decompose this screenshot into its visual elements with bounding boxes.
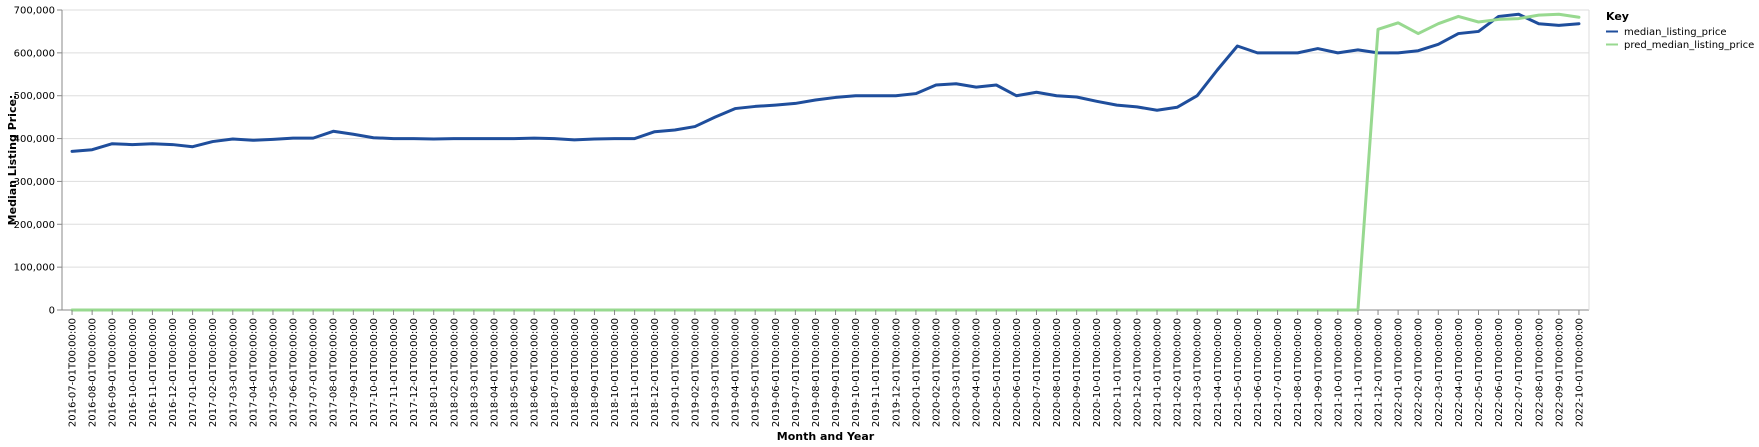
x-tick-label: 2018-08-01T00:00:00 <box>570 318 581 427</box>
x-tick-label: 2018-12-01T00:00:00 <box>650 318 661 427</box>
x-tick-label: 2018-03-01T00:00:00 <box>469 318 480 427</box>
x-tick-label: 2021-10-01T00:00:00 <box>1333 318 1344 427</box>
legend-items: median_listing_price pred_median_listing_… <box>1606 27 1754 51</box>
x-tick-label: 2022-03-01T00:00:00 <box>1434 318 1445 427</box>
x-tick-label: 2021-04-01T00:00:00 <box>1213 318 1224 427</box>
x-tick-label: 2018-02-01T00:00:00 <box>449 318 460 427</box>
y-tick-label: 300,000 <box>14 177 55 188</box>
x-tick-label: 2017-07-01T00:00:00 <box>309 318 320 427</box>
x-tick-label: 2019-10-01T00:00:00 <box>851 318 862 427</box>
x-tick-label: 2022-02-01T00:00:00 <box>1414 318 1425 427</box>
x-tick-label: 2016-09-01T00:00:00 <box>108 318 119 427</box>
x-tick-label: 2016-10-01T00:00:00 <box>128 318 139 427</box>
x-tick-label: 2020-10-01T00:00:00 <box>1092 318 1103 427</box>
x-tick-label: 2017-03-01T00:00:00 <box>228 318 239 427</box>
x-tick-label: 2019-02-01T00:00:00 <box>690 318 701 427</box>
x-tick-label: 2020-11-01T00:00:00 <box>1112 318 1123 427</box>
y-tick-label: 0 <box>49 306 55 317</box>
legend-label: median_listing_price <box>1624 27 1727 38</box>
x-tick-label: 2022-05-01T00:00:00 <box>1474 318 1485 427</box>
x-tick-label: 2019-01-01T00:00:00 <box>670 318 681 427</box>
x-tick-label: 2022-01-01T00:00:00 <box>1394 318 1405 427</box>
x-tick-label: 2019-07-01T00:00:00 <box>791 318 802 427</box>
x-tick-label: 2021-12-01T00:00:00 <box>1374 318 1385 427</box>
x-tick-label: 2020-07-01T00:00:00 <box>1032 318 1043 427</box>
x-tick-label: 2019-12-01T00:00:00 <box>891 318 902 427</box>
x-tick-label: 2018-07-01T00:00:00 <box>550 318 561 427</box>
x-tick-label: 2017-11-01T00:00:00 <box>389 318 400 427</box>
x-tick-label: 2022-06-01T00:00:00 <box>1494 318 1505 427</box>
x-tick-label: 2019-03-01T00:00:00 <box>710 318 721 427</box>
x-tick-label: 2020-12-01T00:00:00 <box>1132 318 1143 427</box>
x-tick-label: 2017-08-01T00:00:00 <box>329 318 340 427</box>
x-tick-label: 2018-01-01T00:00:00 <box>429 318 440 427</box>
x-tick-label: 2016-07-01T00:00:00 <box>68 318 79 427</box>
x-tick-label: 2017-04-01T00:00:00 <box>248 318 259 427</box>
x-tick-label: 2018-05-01T00:00:00 <box>510 318 521 427</box>
series-lines <box>70 12 1581 312</box>
x-tick-label: 2017-02-01T00:00:00 <box>208 318 219 427</box>
y-axis: 0 100,000 200,000 300,000 400,000 500,000 600,… <box>14 6 62 317</box>
y-tick-label: 700,000 <box>14 6 55 17</box>
x-tick-label: 2019-08-01T00:00:00 <box>811 318 822 427</box>
y-tick-label: 400,000 <box>14 134 55 145</box>
y-tick-label: 100,000 <box>14 263 55 274</box>
x-tick-label: 2017-06-01T00:00:00 <box>289 318 300 427</box>
x-tick-label: 2022-04-01T00:00:00 <box>1454 318 1465 427</box>
x-tick-label: 2021-11-01T00:00:00 <box>1353 318 1364 427</box>
x-tick-label: 2022-09-01T00:00:00 <box>1554 318 1565 427</box>
x-tick-label: 2020-01-01T00:00:00 <box>911 318 922 427</box>
x-tick-label: 2019-06-01T00:00:00 <box>771 318 782 427</box>
x-tick-label: 2021-02-01T00:00:00 <box>1173 318 1184 427</box>
x-tick-label: 2021-07-01T00:00:00 <box>1273 318 1284 427</box>
x-tick-label: 2020-04-01T00:00:00 <box>972 318 983 427</box>
y-tick-label: 200,000 <box>14 220 55 231</box>
legend-title: Key <box>1606 10 1629 23</box>
x-tick-label: 2016-12-01T00:00:00 <box>168 318 179 427</box>
x-tick-label: 2017-01-01T00:00:00 <box>188 318 199 427</box>
x-tick-label: 2017-12-01T00:00:00 <box>409 318 420 427</box>
x-tick-label: 2020-09-01T00:00:00 <box>1072 318 1083 427</box>
x-tick-label: 2017-05-01T00:00:00 <box>268 318 279 427</box>
legend: Key median_listing_price pred_median_list… <box>1606 10 1754 51</box>
x-tick-label: 2018-10-01T00:00:00 <box>610 318 621 427</box>
x-tick-label: 2019-05-01T00:00:00 <box>751 318 762 427</box>
y-axis-title: Median Listing Price: <box>6 95 19 226</box>
x-tick-label: 2020-08-01T00:00:00 <box>1052 318 1063 427</box>
x-tick-label: 2021-06-01T00:00:00 <box>1253 318 1264 427</box>
x-axis-title: Month and Year <box>777 430 875 443</box>
x-tick-label: 2019-04-01T00:00:00 <box>731 318 742 427</box>
x-tick-label: 2021-05-01T00:00:00 <box>1233 318 1244 427</box>
legend-label: pred_median_listing_price <box>1624 40 1754 51</box>
series-line-pred_median_listing_price <box>70 12 1581 312</box>
x-tick-label: 2016-08-01T00:00:00 <box>88 318 99 427</box>
x-tick-label: 2019-09-01T00:00:00 <box>831 318 842 427</box>
x-axis: 2016-07-01T00:00:00 2016-08-01T00:00:00 20… <box>68 310 1585 427</box>
y-tick-label: 500,000 <box>14 91 55 102</box>
series-line-median_listing_price <box>70 12 1581 153</box>
y-tick-label: 600,000 <box>14 48 55 59</box>
x-tick-label: 2022-08-01T00:00:00 <box>1534 318 1545 427</box>
x-tick-label: 2020-02-01T00:00:00 <box>932 318 943 427</box>
x-tick-label: 2022-10-01T00:00:00 <box>1574 318 1585 427</box>
x-tick-label: 2017-09-01T00:00:00 <box>349 318 360 427</box>
x-tick-label: 2021-09-01T00:00:00 <box>1313 318 1324 427</box>
x-tick-label: 2018-06-01T00:00:00 <box>530 318 541 427</box>
x-tick-label: 2018-04-01T00:00:00 <box>489 318 500 427</box>
x-tick-label: 2017-10-01T00:00:00 <box>369 318 380 427</box>
x-tick-label: 2018-09-01T00:00:00 <box>590 318 601 427</box>
x-tick-label: 2019-11-01T00:00:00 <box>871 318 882 427</box>
x-tick-label: 2018-11-01T00:00:00 <box>630 318 641 427</box>
x-tick-label: 2016-11-01T00:00:00 <box>148 318 159 427</box>
x-tick-label: 2022-07-01T00:00:00 <box>1514 318 1525 427</box>
x-tick-label: 2021-08-01T00:00:00 <box>1293 318 1304 427</box>
x-tick-label: 2021-01-01T00:00:00 <box>1153 318 1164 427</box>
x-tick-label: 2020-03-01T00:00:00 <box>952 318 963 427</box>
x-tick-label: 2020-05-01T00:00:00 <box>992 318 1003 427</box>
x-tick-label: 2021-03-01T00:00:00 <box>1193 318 1204 427</box>
x-tick-label: 2020-06-01T00:00:00 <box>1012 318 1023 427</box>
